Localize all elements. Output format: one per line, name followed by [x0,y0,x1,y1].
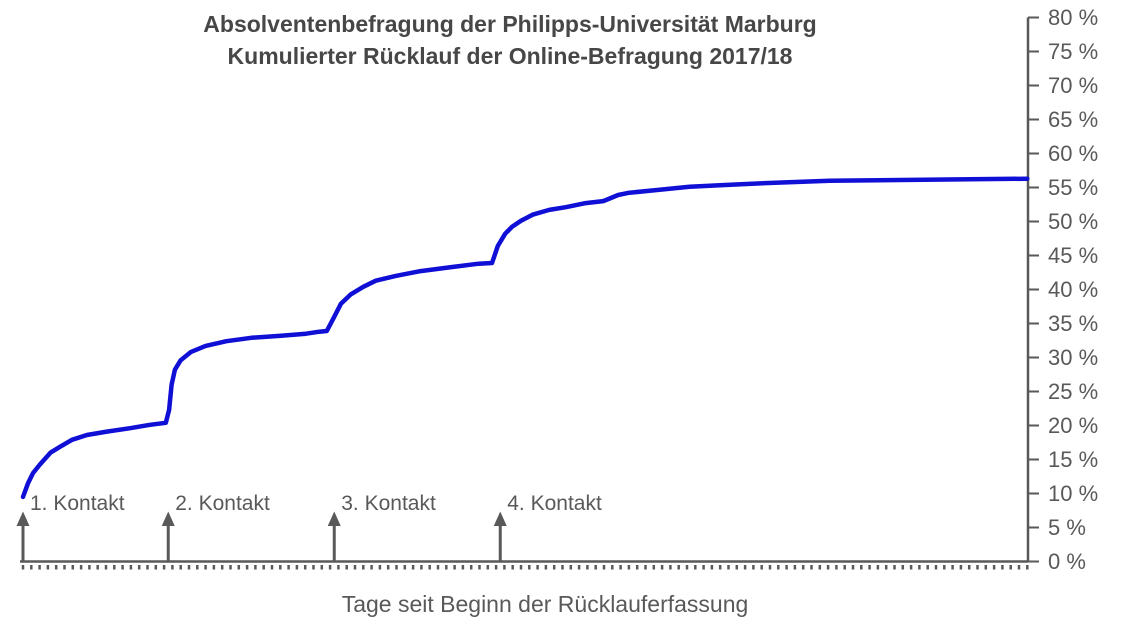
y-axis-tick-label: 5 % [1048,515,1086,540]
chart-title-line1: Absolventenbefragung der Philipps-Univer… [203,11,816,37]
x-axis-label: Tage seit Beginn der Rücklauferfassung [342,591,749,617]
y-axis-tick-label: 50 % [1048,209,1098,234]
y-axis-tick-label: 70 % [1048,73,1098,98]
y-axis-tick-label: 0 % [1048,549,1086,574]
contact-label: 2. Kontakt [175,492,270,515]
y-axis-tick-label: 15 % [1048,447,1098,472]
y-axis-tick-label: 40 % [1048,277,1098,302]
contact-label: 4. Kontakt [507,492,602,515]
y-axis-tick-label: 30 % [1048,345,1098,370]
y-axis-tick-label: 20 % [1048,413,1098,438]
contact-label: 3. Kontakt [341,492,436,515]
y-axis-tick-label: 75 % [1048,39,1098,64]
y-axis: 0 % 5 % 10 % 15 % 20 % 25 % 30 % 35 % 40 % 45 % 50… [1026,5,1098,574]
chart-title-line2: Kumulierter Rücklauf der Online-Befragun… [228,43,793,69]
y-axis-tick-label: 45 % [1048,243,1098,268]
contact-arrow-head [327,511,341,526]
y-axis-tick-label: 25 % [1048,379,1098,404]
y-axis-tick-label: 80 % [1048,5,1098,30]
y-axis-tick-label: 55 % [1048,175,1098,200]
y-axis-tick-label: 60 % [1048,141,1098,166]
y-axis-tick-label: 10 % [1048,481,1098,506]
y-axis-tick-label: 35 % [1048,311,1098,336]
contact-arrow-head [16,511,30,526]
contact-label: 1. Kontakt [30,492,125,515]
y-axis-tick-label: 65 % [1048,107,1098,132]
contact-arrow-head [161,511,175,526]
response-curve [20,176,1030,500]
x-axis [20,560,1029,570]
contact-annotations: 1. Kontakt 2. Kontakt 3. Kontakt 4. Kontakt [16,492,602,561]
contact-arrow-head [493,511,507,526]
